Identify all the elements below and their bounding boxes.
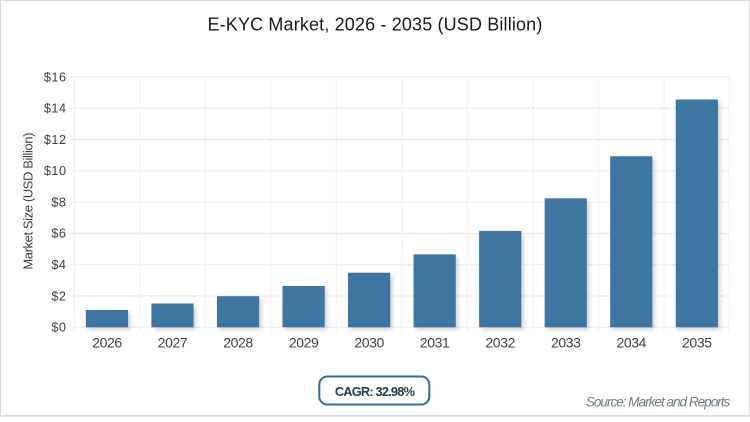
svg-text:$14: $14: [44, 102, 67, 116]
svg-text:$4: $4: [51, 258, 66, 272]
svg-text:2034: 2034: [617, 335, 647, 351]
svg-text:$6: $6: [51, 227, 66, 241]
svg-text:2035: 2035: [682, 335, 712, 351]
svg-text:E-KYC Market, 2026 - 2035 (USD: E-KYC Market, 2026 - 2035 (USD Billion): [208, 15, 543, 35]
svg-text:2030: 2030: [354, 335, 384, 351]
svg-text:$8: $8: [51, 195, 66, 209]
svg-text:$0: $0: [51, 321, 66, 335]
svg-text:2032: 2032: [485, 335, 515, 351]
svg-text:2029: 2029: [289, 335, 319, 351]
svg-text:2027: 2027: [158, 335, 188, 351]
svg-text:2031: 2031: [420, 335, 450, 351]
svg-text:$16: $16: [44, 70, 67, 84]
svg-text:2028: 2028: [223, 335, 253, 351]
svg-text:Market Size (USD Billion): Market Size (USD Billion): [21, 133, 36, 270]
svg-text:Source: Market and Reports: Source: Market and Reports: [586, 394, 731, 409]
svg-text:$12: $12: [44, 133, 67, 147]
svg-text:$10: $10: [44, 164, 67, 178]
svg-text:$2: $2: [51, 289, 66, 303]
svg-text:2026: 2026: [92, 335, 122, 351]
svg-text:CAGR: 32.98%: CAGR: 32.98%: [335, 384, 416, 399]
svg-text:2033: 2033: [551, 335, 581, 351]
